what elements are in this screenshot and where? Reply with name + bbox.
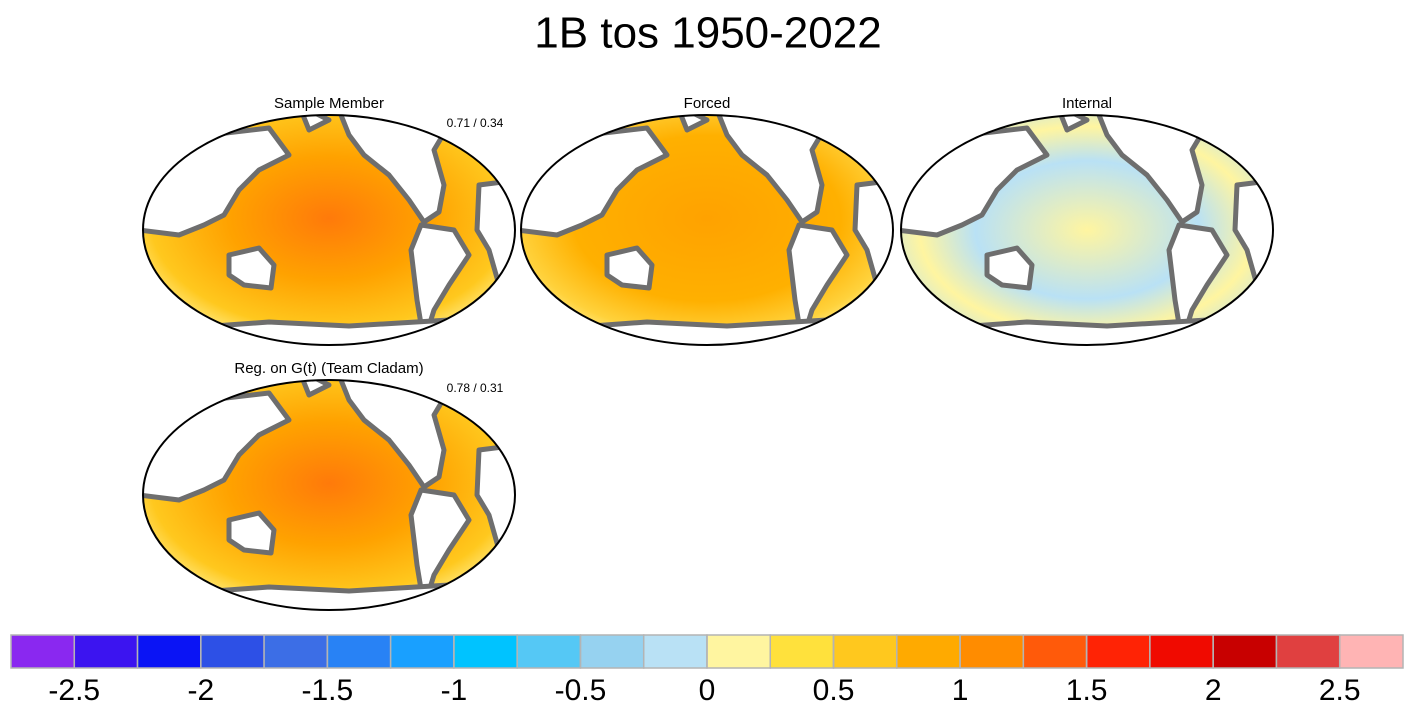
colorbar-box <box>579 634 645 669</box>
panel-title: Sample Member <box>274 95 384 112</box>
colorbar-box <box>832 634 898 669</box>
panel-title: Internal <box>1062 95 1112 112</box>
colorbar-box <box>73 634 139 669</box>
map-border <box>900 114 1274 346</box>
map-panel: Reg. on G(t) (Team Cladam) 0.78 / 0.31 <box>142 360 516 611</box>
map-border <box>520 114 894 346</box>
colorbar-box <box>1212 634 1278 669</box>
map-border <box>142 114 516 346</box>
colorbar-tick-label: 1 <box>952 674 969 707</box>
colorbar-box <box>1275 634 1341 669</box>
colorbar-box <box>1085 634 1151 669</box>
colorbar-box <box>1149 634 1214 669</box>
colorbar-box <box>10 634 76 669</box>
colorbar-tick-label: 1.5 <box>1066 674 1108 707</box>
map-panel: Forced <box>520 95 894 346</box>
colorbar-box <box>706 634 772 669</box>
colorbar-box <box>1338 634 1404 669</box>
colorbar-tick-label: 0.5 <box>813 674 855 707</box>
map-panel: Sample Member 0.71 / 0.34 <box>142 95 516 346</box>
colorbar-box <box>516 634 582 669</box>
colorbar-box <box>200 634 265 669</box>
colorbar-box <box>1022 634 1088 669</box>
colorbar-box <box>326 634 392 669</box>
colorbar-tick-label: 2.5 <box>1319 674 1361 707</box>
colorbar-tick-label: -0.5 <box>555 674 607 707</box>
panels: Sample Member 0.71 / 0.34 Forced Internal Re… <box>142 95 1274 611</box>
map-panel: Internal <box>900 95 1274 346</box>
colorbar: -2.5 -2 -1.5 -1 -0.5 0 0.5 1 1.5 2 2.5 <box>10 634 1404 707</box>
colorbar-box <box>896 634 961 669</box>
colorbar-tick-label: -2.5 <box>48 674 100 707</box>
colorbar-box <box>389 634 455 669</box>
colorbar-box <box>769 634 835 669</box>
colorbar-box <box>453 634 518 669</box>
figure-title: 1B tos 1950-2022 <box>534 9 881 58</box>
colorbar-tick-label: -1 <box>441 674 468 707</box>
panel-annotation: 0.71 / 0.34 <box>447 116 504 130</box>
panel-title: Forced <box>684 95 731 112</box>
colorbar-box <box>642 634 708 669</box>
colorbar-tick-label: -2 <box>187 674 214 707</box>
colorbar-tick-label: 2 <box>1205 674 1222 707</box>
panel-annotation: 0.78 / 0.31 <box>447 381 504 395</box>
colorbar-box <box>136 634 202 669</box>
colorbar-box <box>263 634 329 669</box>
colorbar-box <box>959 634 1025 669</box>
map-border <box>142 379 516 611</box>
colorbar-tick-label: -1.5 <box>302 674 354 707</box>
panel-title: Reg. on G(t) (Team Cladam) <box>234 360 423 377</box>
colorbar-tick-label: 0 <box>699 674 716 707</box>
